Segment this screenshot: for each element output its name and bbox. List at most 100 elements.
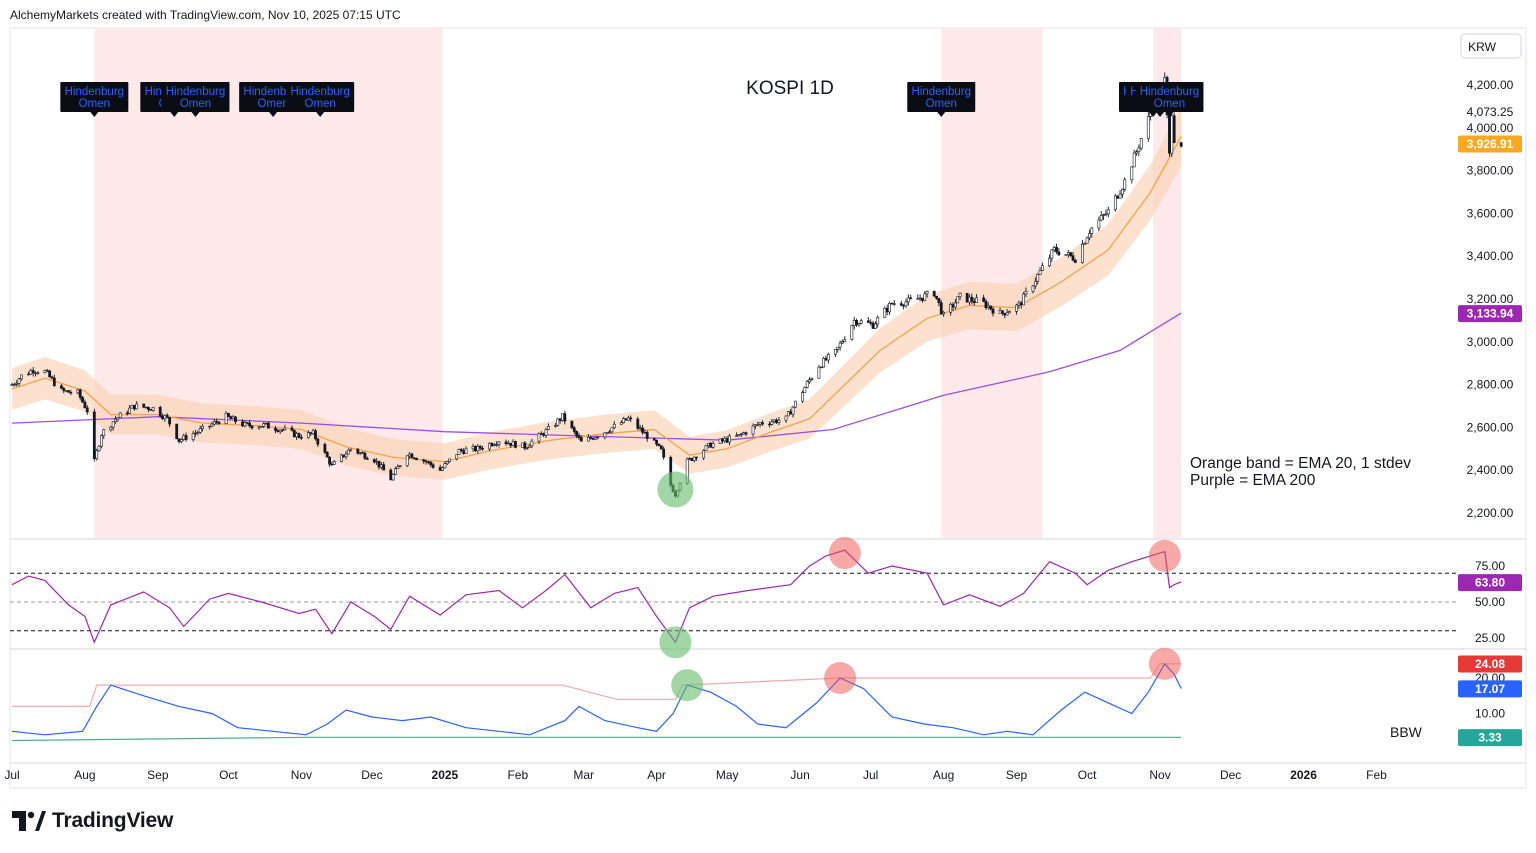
candle-body: [132, 405, 136, 410]
candle: [99, 434, 103, 449]
candle-body: [459, 449, 463, 451]
bbw-high-tag: 24.08: [1458, 655, 1522, 673]
candle-body: [307, 432, 310, 439]
candle: [422, 458, 426, 464]
candle: [1146, 111, 1150, 142]
omen-annotations: HindenburgOmenHindenburgOmenHindenburgOm…: [60, 82, 1204, 117]
candle: [111, 421, 115, 431]
candle-body: [608, 431, 611, 433]
candle-body: [1041, 265, 1044, 271]
candle-body: [723, 438, 727, 442]
candle: [942, 310, 946, 317]
candle: [448, 458, 451, 463]
candle-body: [1113, 195, 1117, 210]
candle: [314, 428, 317, 441]
candle: [1116, 195, 1120, 200]
candle-body: [784, 415, 788, 421]
candle: [892, 300, 896, 307]
candle: [876, 315, 880, 328]
time-tick: Jul: [863, 768, 878, 782]
candle-body: [826, 354, 830, 361]
candle-body: [276, 430, 280, 432]
candle-body: [1179, 142, 1183, 147]
candle-body: [45, 370, 49, 372]
candle-body: [836, 346, 840, 350]
candle: [217, 420, 221, 426]
price-axis[interactable]: 4,200.00 4,000.00 3,800.00 3,600.00 3,400.00…: [1458, 78, 1522, 747]
candle-body: [808, 379, 811, 383]
candle: [544, 427, 548, 438]
tradingview-logo[interactable]: TradingView: [12, 809, 173, 833]
candle: [323, 442, 327, 455]
candle-body: [822, 357, 826, 368]
candle-body: [591, 438, 595, 440]
candle-body: [883, 307, 887, 318]
currency-button[interactable]: KRW: [1460, 33, 1522, 59]
rsi-tick: 25.00: [1475, 631, 1505, 645]
candle-body: [379, 464, 383, 468]
candle: [953, 299, 957, 310]
candle-body: [1031, 285, 1035, 292]
candle: [405, 455, 409, 468]
candle-body: [356, 448, 360, 454]
candle: [441, 466, 444, 472]
time-tick: Apr: [647, 768, 666, 782]
candle-body: [1081, 243, 1084, 263]
candle: [396, 464, 400, 469]
candle-body: [224, 413, 228, 424]
candle-body: [754, 424, 757, 427]
candle: [85, 405, 89, 415]
candle-body: [455, 454, 459, 460]
candle: [655, 439, 658, 447]
candle: [916, 294, 920, 300]
candle-body: [594, 437, 597, 440]
candle: [184, 432, 188, 442]
candle-body: [610, 427, 614, 433]
candle-body: [888, 303, 891, 313]
candle-body: [1172, 115, 1176, 143]
candle-body: [443, 463, 447, 469]
candle-body: [198, 428, 202, 433]
omen-label-pointer: [191, 112, 200, 117]
candle: [1048, 254, 1051, 267]
signal-marker-green-3: [659, 626, 692, 659]
candle: [81, 395, 84, 403]
omen-label-line2: Omen: [305, 98, 336, 110]
candle: [274, 425, 277, 434]
candle: [589, 435, 593, 440]
omen-label-pointer: [1165, 112, 1174, 117]
candle: [554, 423, 557, 428]
time-axis[interactable]: Jul Aug Sep Oct Nov Dec 2025 Feb Mar Apr May Jun Jul…: [4, 768, 1387, 782]
candle-body: [558, 418, 562, 421]
candle: [923, 291, 927, 302]
candle: [64, 390, 68, 392]
candle-body: [1139, 138, 1143, 149]
candle: [102, 428, 106, 439]
candle-body: [504, 441, 508, 444]
candle-body: [481, 448, 484, 450]
candle-body: [892, 303, 896, 305]
candle: [389, 468, 393, 481]
candle: [394, 466, 397, 475]
candle-body: [970, 296, 974, 302]
candle-body: [259, 426, 263, 428]
price-tick: 3,800.00: [1467, 164, 1514, 178]
candle-body: [751, 425, 755, 435]
candle: [855, 318, 858, 327]
candle: [410, 452, 414, 459]
candle: [297, 432, 301, 439]
time-tick: Dec: [1220, 768, 1241, 782]
candle-body: [311, 430, 315, 434]
candle-body: [457, 449, 461, 456]
candle-body: [490, 443, 494, 447]
candle: [198, 425, 202, 435]
candle-body: [939, 302, 943, 315]
candle-body: [794, 400, 797, 408]
candle-body: [998, 310, 1002, 314]
candle: [909, 294, 913, 300]
candle-body: [332, 461, 336, 465]
candle: [577, 432, 581, 440]
candle-body: [810, 377, 814, 380]
time-tick: Aug: [933, 768, 954, 782]
